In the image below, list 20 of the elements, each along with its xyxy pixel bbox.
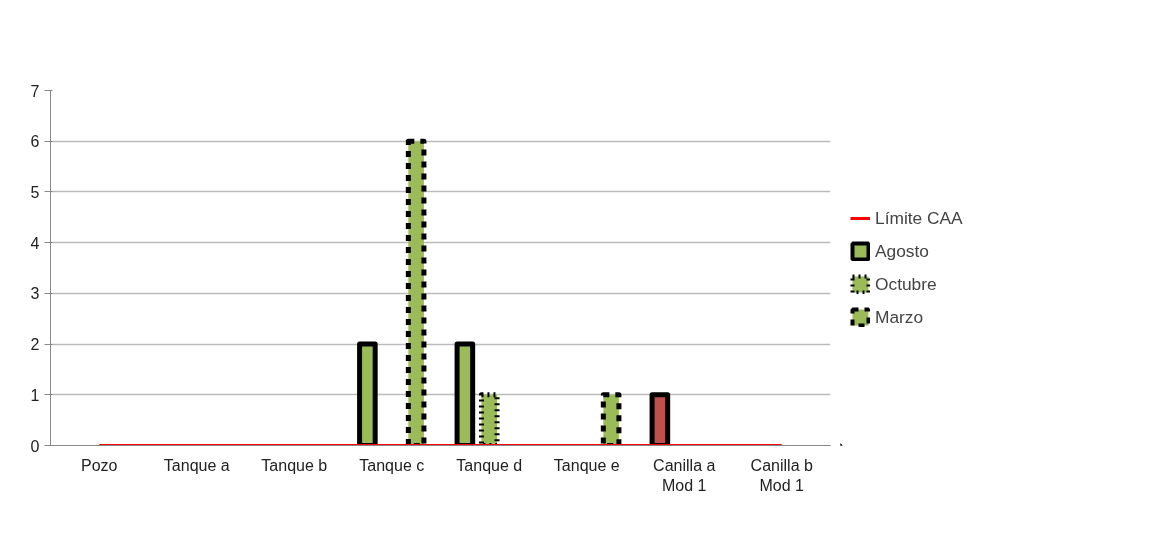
x-tick-label: Tanque e [553, 456, 620, 474]
x-tick-label: Tanque d [456, 456, 523, 474]
x-tick-label: Tanque c [359, 456, 425, 474]
y-tick-label: 4 [30, 234, 40, 252]
y-tick-label: 1 [30, 386, 40, 404]
legend-label: Marzo [875, 306, 924, 328]
x-tick-label: Canilla a Mod 1 [653, 456, 716, 494]
y-tick-label: 6 [30, 133, 40, 151]
y-tick-label: 7 [30, 82, 40, 100]
y-tick-label: 2 [30, 336, 40, 354]
legend-label: Agosto [875, 240, 929, 262]
y-tick-label: 3 [30, 285, 40, 303]
legend-label: Límite CAA [875, 207, 963, 229]
y-tick-label: 5 [30, 183, 40, 201]
x-tick-label: Pozo [81, 456, 118, 474]
x-tick-label: Canilla b Mod 1 [750, 456, 813, 494]
legend-label: Octubre [875, 273, 937, 295]
x-tick-label: Tanque a [163, 456, 230, 474]
y-tick-label: 0 [30, 437, 40, 455]
x-tick-label: Tanque b [261, 456, 328, 474]
